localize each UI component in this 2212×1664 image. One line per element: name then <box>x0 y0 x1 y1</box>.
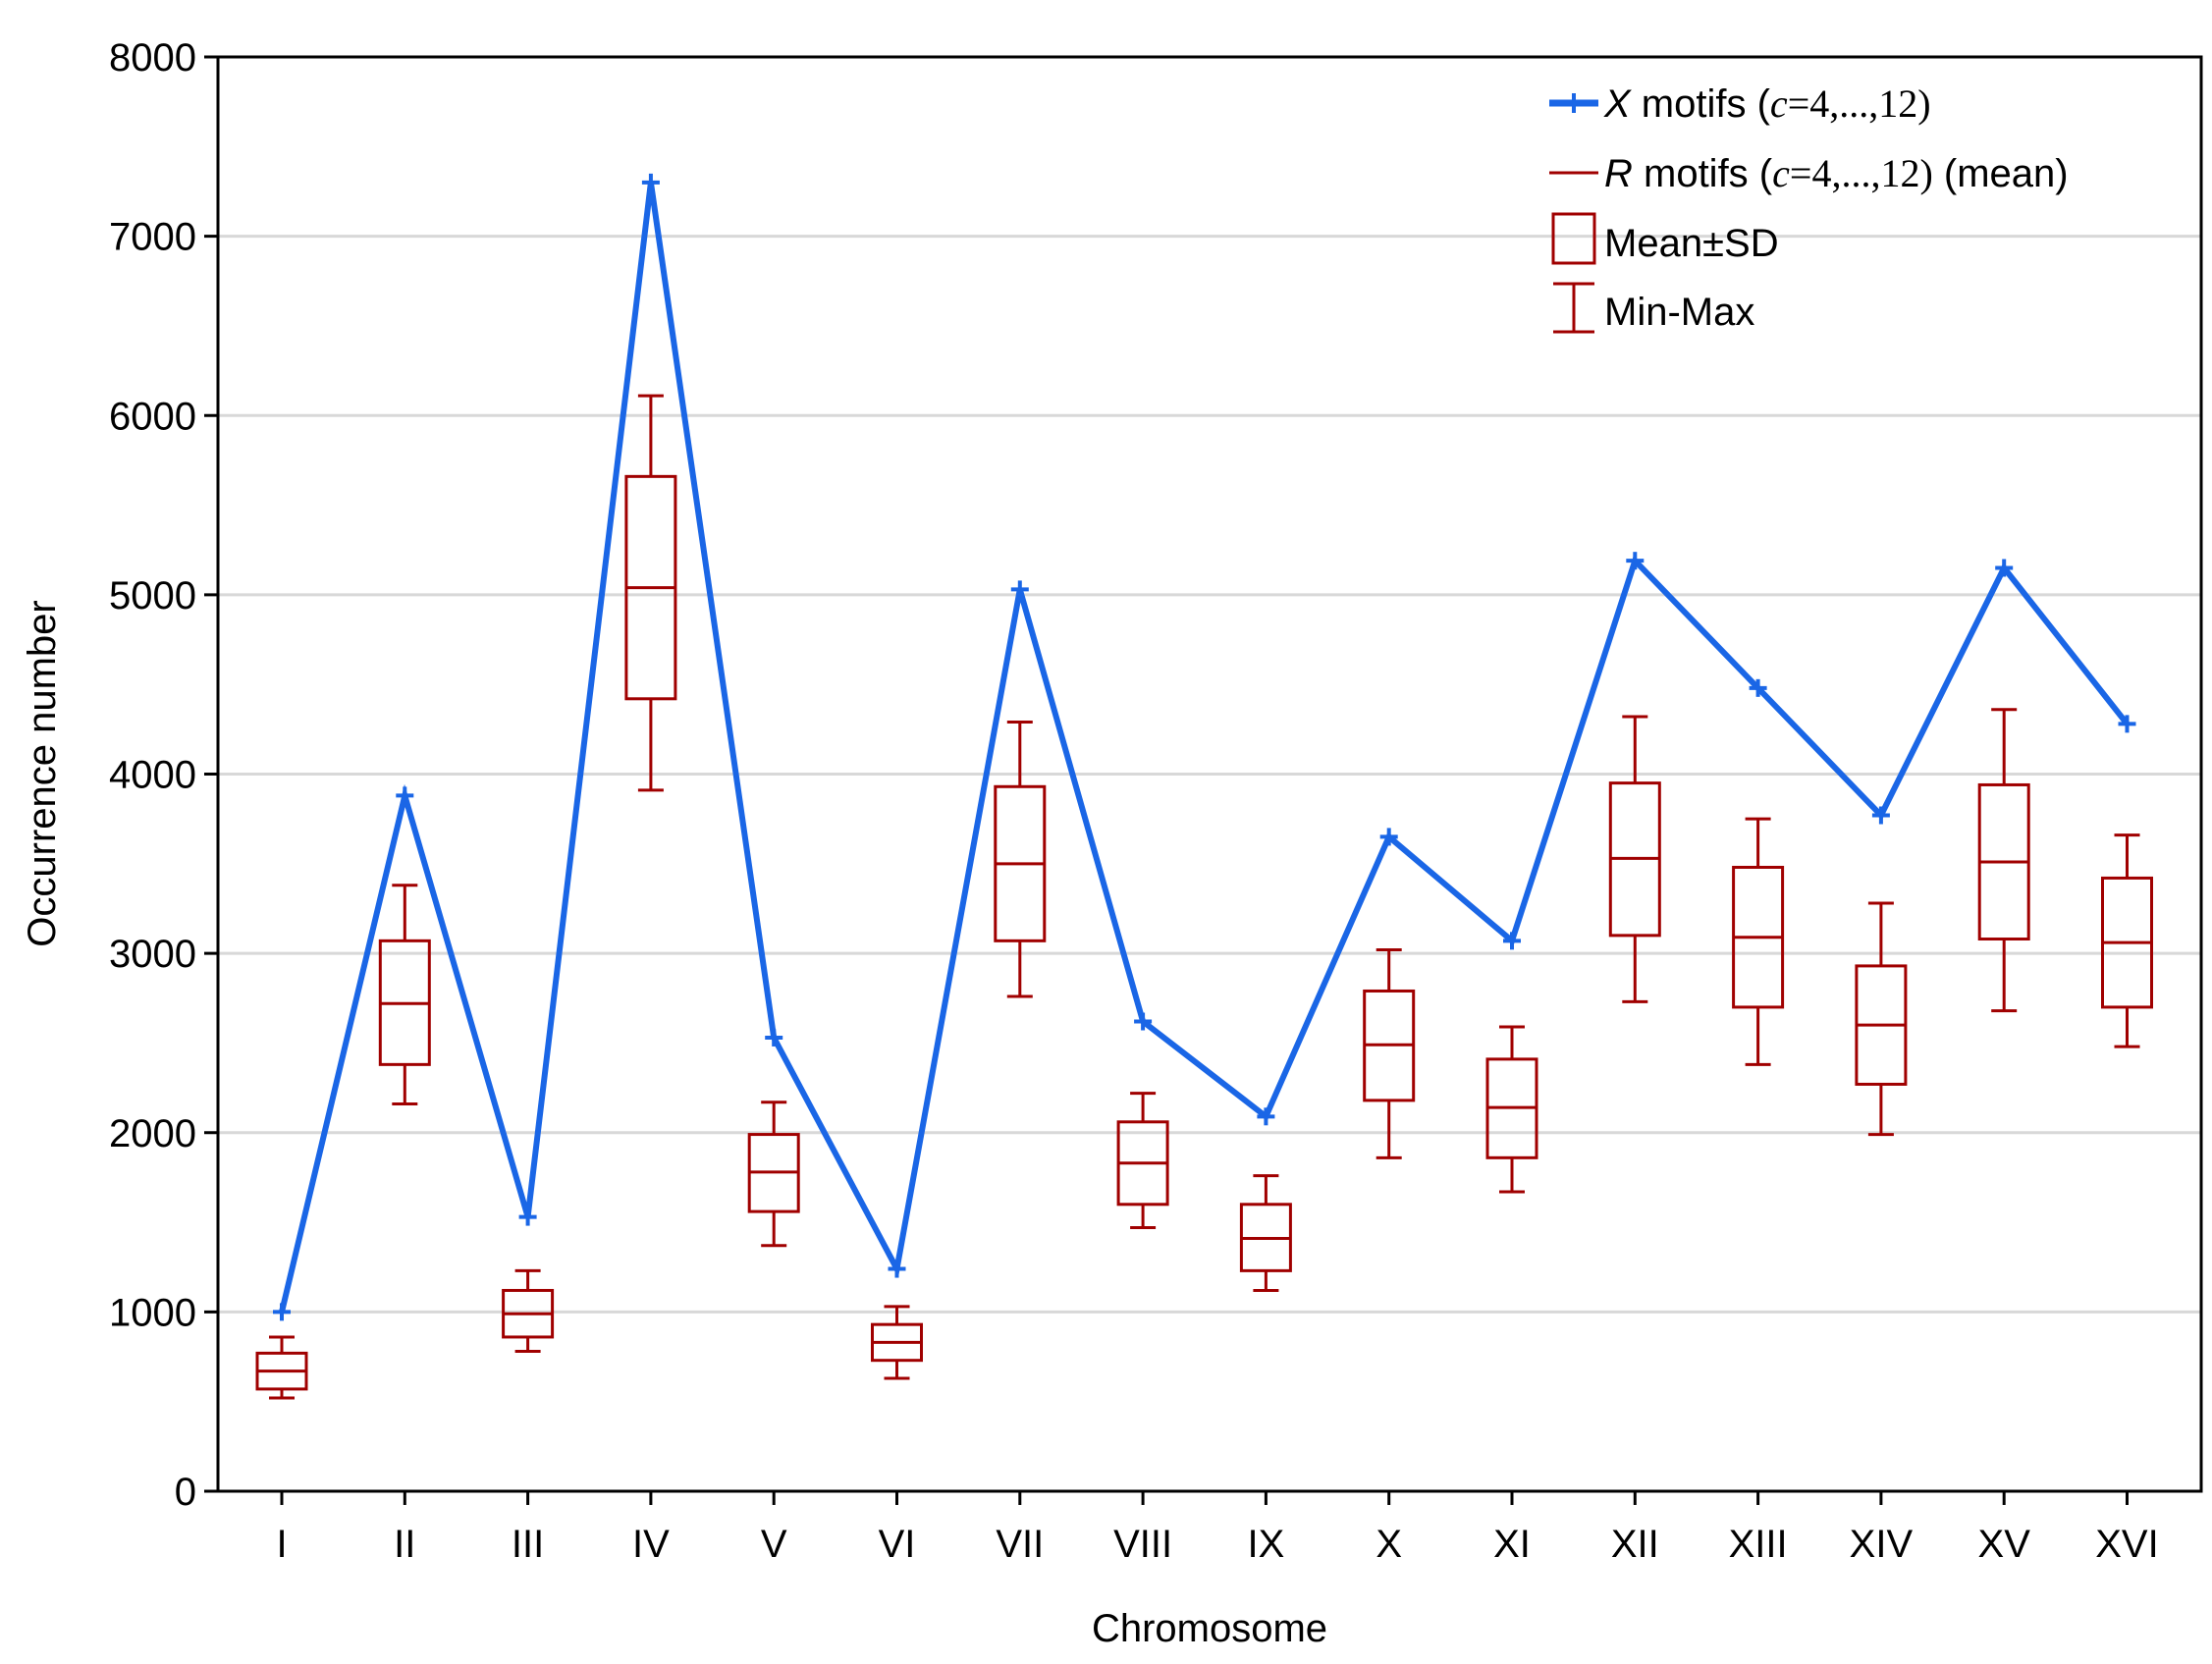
y-tick-label: 3000 <box>109 933 196 976</box>
x-tick-label: XIV <box>1850 1523 1914 1566</box>
x-tick-label: XVI <box>2095 1523 2158 1566</box>
legend-label-r-motifs: R motifs (c=4,...,12) (mean) <box>1604 151 2069 195</box>
y-tick-label: 7000 <box>109 216 196 259</box>
box-XVI <box>2101 833 2153 1048</box>
box-XIII <box>1732 817 1785 1066</box>
box-VI <box>871 1305 923 1380</box>
x-tick-label: II <box>394 1523 415 1566</box>
x-tick-label: XV <box>1978 1523 2031 1566</box>
y-tick-label: 5000 <box>109 574 196 617</box>
x-tick-label: XI <box>1493 1523 1531 1566</box>
x-tick-label: IV <box>632 1523 670 1566</box>
x-motifs-point-V <box>765 1028 783 1047</box>
x-motifs-point-IV <box>641 173 660 191</box>
x-motifs-point-VIII <box>1134 1012 1153 1031</box>
box-V <box>747 1100 800 1248</box>
x-tick-label: VIII <box>1113 1523 1172 1566</box>
y-tick-label: 8000 <box>109 36 196 80</box>
x-motifs-series <box>273 173 2136 1321</box>
x-motifs-point-IX <box>1257 1107 1275 1126</box>
legend: X motifs (c=4,...,12) R motifs (c=4,...,… <box>1549 81 2069 334</box>
box-XV <box>1977 708 2030 1013</box>
x-axis-ticks: I II III IV V VI VII VIII IX X XI XII XIII XIV XV XVI <box>276 1491 2159 1566</box>
x-tick-label: X <box>1376 1523 1402 1566</box>
x-motifs-line <box>279 182 2130 1314</box>
y-tick-label: 0 <box>175 1471 196 1514</box>
legend-item-min-max: Min-Max <box>1553 282 1754 334</box>
x-tick-label: XII <box>1611 1523 1659 1566</box>
box-XIV <box>1855 901 1908 1137</box>
box-II <box>378 884 431 1106</box>
box-XI <box>1485 1025 1538 1194</box>
x-tick-label: VI <box>879 1523 916 1566</box>
y-tick-label: 4000 <box>109 754 196 797</box>
r-motifs-boxes <box>255 394 2153 1400</box>
box-IV <box>624 394 677 792</box>
legend-label-min-max: Min-Max <box>1604 291 1754 334</box>
x-motifs-point-III <box>518 1208 537 1226</box>
x-motifs-point-VII <box>1010 580 1029 599</box>
x-motifs-point-I <box>273 1303 291 1321</box>
gridlines <box>218 235 2201 1314</box>
x-motifs-point-XIII <box>1749 678 1767 697</box>
legend-item-mean-sd: Mean±SD <box>1551 212 1779 265</box>
legend-item-r-motifs: R motifs (c=4,...,12) (mean) <box>1549 151 2069 195</box>
box-I <box>255 1335 308 1400</box>
legend-item-x-motifs: X motifs (c=4,...,12) <box>1549 81 1931 126</box>
y-tick-label: 6000 <box>109 395 196 438</box>
x-tick-label: V <box>761 1523 787 1566</box>
box-IX <box>1239 1174 1292 1292</box>
box-VII <box>994 721 1047 998</box>
x-motifs-point-VI <box>888 1260 906 1278</box>
y-axis-title: Occurrence number <box>21 600 64 946</box>
legend-label-x-motifs: X motifs (c=4,...,12) <box>1603 81 1931 126</box>
x-motifs-point-XV <box>1995 559 2014 577</box>
plot-frame <box>216 55 2203 1493</box>
x-motifs-point-XVI <box>2118 715 2136 733</box>
x-tick-label: IX <box>1248 1523 1285 1566</box>
legend-label-mean-sd: Mean±SD <box>1604 222 1779 265</box>
x-axis-title: Chromosome <box>1092 1607 1327 1650</box>
box-III <box>502 1268 555 1354</box>
box-XII <box>1608 715 1661 1003</box>
legend-box-icon <box>1551 212 1596 265</box>
box-X <box>1363 947 1416 1159</box>
y-axis-ticks: 0 1000 2000 3000 4000 5000 6000 7000 8000 <box>109 36 218 1514</box>
y-tick-label: 1000 <box>109 1291 196 1334</box>
x-tick-label: XIII <box>1729 1523 1788 1566</box>
x-motifs-point-XIV <box>1871 806 1890 825</box>
x-tick-label: VII <box>996 1523 1044 1566</box>
box-VIII <box>1116 1092 1169 1230</box>
x-tick-label: III <box>512 1523 544 1566</box>
x-motifs-point-XI <box>1503 932 1521 950</box>
x-motifs-point-II <box>396 786 414 805</box>
x-motifs-point-XII <box>1626 552 1645 570</box>
x-tick-label: I <box>276 1523 287 1566</box>
x-motifs-point-X <box>1379 828 1398 846</box>
y-tick-label: 2000 <box>109 1112 196 1155</box>
